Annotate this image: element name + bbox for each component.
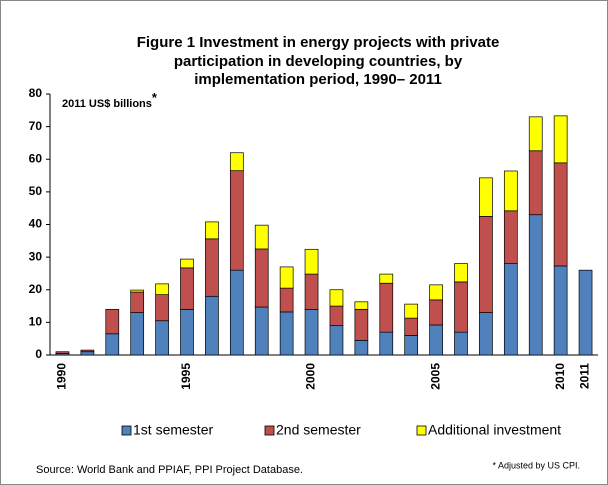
bar-segment (404, 335, 419, 356)
bar-segment (379, 282, 394, 333)
bar-segment (379, 273, 394, 284)
bar-segment (155, 294, 169, 322)
legend-swatch (121, 425, 132, 436)
bar-segment (304, 273, 319, 310)
bar-segment (205, 295, 219, 356)
bar-segment (553, 162, 568, 267)
y-tick-label: 20 (29, 282, 43, 296)
x-tick-label: 2000 (304, 363, 318, 390)
bar-segment (180, 308, 194, 356)
bar-segment (503, 263, 518, 356)
y-label-text: 2011 US$ billions (62, 98, 152, 110)
x-tick-label: 2011 (578, 363, 592, 389)
bar-segment (479, 215, 493, 313)
x-tick-label: 2005 (428, 363, 442, 390)
bar-segment (254, 248, 269, 308)
chart-title: implementation period, 1990– 2011 (194, 71, 442, 88)
y-axis-label: 2011 US$ billions* (62, 90, 158, 109)
bar-segment (429, 284, 443, 301)
legend-swatch (264, 425, 275, 436)
bar-segment (155, 283, 169, 295)
legend-label: 1st semester (133, 422, 213, 438)
bar-segment (254, 224, 269, 250)
legend-swatch (416, 425, 427, 436)
bar-segment (105, 333, 120, 356)
bar-segment (105, 308, 120, 335)
bar-segment (404, 303, 419, 319)
bar-segment (429, 299, 443, 326)
chart-title: Figure 1 Investment in energy projects w… (137, 34, 500, 51)
x-tick-label: 1990 (55, 363, 69, 390)
x-tick-label: 2010 (553, 363, 567, 390)
bar-segment (329, 325, 344, 356)
y-tick-label: 70 (29, 119, 43, 133)
x-tick-label: 1995 (179, 363, 193, 390)
bar-segment (429, 324, 443, 356)
bar-segment (329, 305, 344, 326)
y-label-mark: * (152, 90, 158, 105)
bar-segment (528, 116, 543, 152)
bar-segment (454, 263, 468, 283)
bar-segment (180, 258, 194, 269)
bar-segment (304, 248, 319, 275)
bar-segment (503, 170, 518, 212)
bar-segment (80, 349, 95, 353)
chart-title: participation in developing countries, b… (174, 53, 463, 70)
bar-segment (553, 265, 568, 356)
bar-segment (80, 351, 95, 356)
bar-segment (479, 177, 493, 217)
bar-segment (479, 312, 493, 356)
bar-segment (528, 150, 543, 216)
bar-segment (304, 308, 319, 356)
bar-segment (578, 269, 593, 356)
bar-segment (155, 320, 169, 356)
source: Source: World Bank and PPIAF, PPI Projec… (36, 464, 303, 476)
bar-segment (528, 214, 543, 356)
bar-segment (229, 152, 244, 172)
bar-segment (279, 287, 294, 313)
bar-segment (404, 317, 419, 336)
bar-segment (55, 351, 70, 354)
y-tick-label: 80 (29, 86, 43, 100)
bar-segment (205, 221, 219, 240)
legend-label: Additional investment (428, 422, 561, 438)
bar-segment (503, 210, 518, 265)
bar-segment (454, 281, 468, 333)
bar-segment (205, 238, 219, 297)
y-tick-label: 10 (29, 315, 43, 329)
bar-segment (354, 301, 369, 310)
bar-segment (279, 311, 294, 356)
bar-segment (130, 289, 145, 293)
bar-segment (553, 115, 568, 164)
bar-segment (229, 269, 244, 356)
y-tick-label: 30 (29, 249, 43, 263)
y-tick-label: 50 (29, 184, 43, 198)
bar-segment (180, 267, 194, 310)
bar-segment (130, 312, 145, 356)
bar-segment (130, 291, 145, 313)
bar-segment (454, 331, 468, 356)
bar-segment (329, 289, 344, 307)
bar-segment (354, 308, 369, 341)
y-tick-label: 60 (29, 151, 43, 165)
bar-segment (354, 339, 369, 356)
bar-segment (229, 170, 244, 271)
bar-segment (279, 266, 294, 289)
bar-segment (254, 306, 269, 356)
legend-label: 2nd semester (276, 422, 361, 438)
y-tick-label: 0 (35, 347, 42, 361)
bar-segment (379, 331, 394, 356)
footnote: * Adjusted by US CPI. (492, 460, 580, 470)
y-tick-label: 40 (29, 217, 43, 231)
